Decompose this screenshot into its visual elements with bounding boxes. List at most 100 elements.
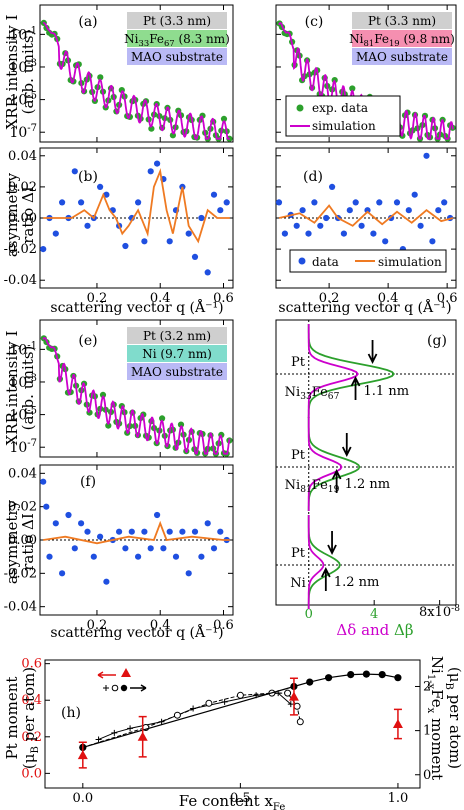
legend-plus-h	[103, 685, 109, 691]
label-layer-g-1-part-0: Ni	[285, 478, 301, 493]
data-point-f-16	[135, 553, 142, 560]
data-point-f-5	[65, 511, 72, 519]
yticklabel-e-3: 10-7	[9, 438, 37, 456]
data-point-b-16	[141, 238, 148, 245]
layer-label-a-1-part-4: (8.3 nm)	[175, 32, 230, 46]
data-point-d-15	[364, 207, 371, 214]
label-layer-g-1: Ni81Fe19	[285, 478, 340, 495]
yticklabel-a-3: 10-7	[9, 123, 37, 141]
yticklabel-b-0: 0.04	[8, 149, 37, 164]
xlabel-g-beta: Δβ	[394, 621, 414, 639]
layer-label-c-0: Pt (3.3 nm)	[368, 14, 436, 28]
filled-line-h	[82, 673, 399, 748]
data-point-f-29	[217, 528, 224, 535]
data-point-d-28	[441, 199, 448, 206]
data-point-f-13	[116, 528, 123, 535]
plus-marker-h-8	[287, 701, 294, 708]
xticklabel-b-0: 0.2	[87, 291, 108, 306]
ylabel-h-right-2b: B	[443, 682, 454, 689]
static-text: XRR intensity I (arb. units) asymmetry r…	[3, 15, 464, 810]
yticklabel-e-0: 10-1	[9, 340, 37, 358]
data-point-b-26	[204, 269, 211, 276]
legend-open-h	[111, 684, 119, 692]
legend-label-data: data	[312, 255, 339, 269]
data-point-b-29	[223, 199, 230, 206]
layer-label-c-1-part-4: (9.8 nm)	[400, 32, 455, 46]
ylabel-h-left-2a: (μ	[20, 753, 38, 769]
yticklabel-h-right-1: 1	[423, 724, 431, 739]
ylabel-h-right-1e: moment	[428, 713, 446, 780]
legend-box-c	[285, 95, 401, 137]
interface-width-g-1: 1.2 nm	[345, 477, 391, 492]
axes-frame-e	[39, 319, 234, 458]
yticklabel-f-3: -0.02	[4, 566, 37, 581]
panel-label-f: (f)	[80, 474, 96, 490]
layer-e-0	[127, 327, 227, 344]
yticklabel-b-4: -0.04	[4, 273, 37, 288]
label-layer-g-0-part-1: 33	[300, 392, 312, 402]
data-point-f-9	[90, 553, 97, 560]
data-point-d-17	[376, 199, 383, 206]
legend-marker-pt-h	[121, 668, 131, 677]
panel-label-b: (b)	[78, 169, 98, 185]
layer-label-c-1-part-2: Fe	[374, 32, 389, 46]
yticklabel-exp: -3	[27, 373, 37, 384]
layer-label-e-2: MAO substrate	[131, 365, 223, 379]
simulation-line-d	[278, 204, 454, 227]
data-point-b-15	[135, 199, 142, 206]
yticklabel-a-1: 10-3	[9, 58, 37, 76]
xlabel-g-delta: Δδ	[336, 621, 356, 639]
data-point-d-12	[346, 207, 353, 214]
legend-label-simulation-c: simulation	[312, 119, 376, 133]
label-layer-g-0-part-3: 67	[328, 392, 340, 402]
plus-marker-h-4	[190, 705, 197, 712]
beta-profile-g-2	[307, 515, 341, 609]
layer-a-1	[127, 30, 227, 47]
xticklabel-h-1: 0.5	[230, 791, 251, 806]
simulation-line-e	[42, 337, 231, 455]
xlabel-g-and: and	[356, 621, 394, 639]
data-point-b-3	[59, 199, 66, 206]
arrow-down-g-1	[341, 433, 352, 458]
yticklabel-exp: -7	[27, 123, 37, 134]
delta-profile-g-2	[307, 515, 325, 609]
yticklabel-b-2: 0.00	[8, 211, 37, 226]
data-point-b-5	[71, 168, 78, 175]
layer-label-c-1: Ni81Fe19 (9.8 nm)	[349, 32, 455, 48]
open-marker-h-7	[293, 702, 301, 710]
legend-label-exp-data: exp. data	[312, 101, 368, 115]
open-marker-h-4	[236, 691, 244, 699]
xticklabel-f-0: 0.2	[87, 618, 108, 633]
data-point-f-20	[160, 545, 167, 552]
layer-label-a-1: Ni33Fe67 (8.3 nm)	[124, 32, 230, 48]
interface-width-g-0: 1.1 nm	[364, 384, 410, 399]
xticklabel-g-0: 0	[305, 607, 313, 622]
xticklabel-d-2: 0.6	[437, 291, 458, 306]
layer-a-2	[127, 48, 227, 65]
panel-label-c: (c)	[305, 14, 324, 30]
xunit-g-exp: -8	[451, 604, 460, 614]
panel-a-group: 10-110-310-510-7Pt (3.3 nm)Ni33Fe67 (8.3…	[9, 4, 234, 143]
data-point-e-44	[159, 415, 166, 422]
data-point-d-7	[317, 222, 324, 229]
delta-profile-g-0	[307, 324, 359, 418]
delta-profile-g-1	[307, 417, 343, 511]
plus-marker-h-5	[221, 698, 228, 705]
yticklabel-exp: -1	[27, 25, 37, 36]
open-line-h	[82, 692, 301, 748]
xlabel-g: Δδ and Δβ	[336, 621, 413, 639]
simulation-line-b	[43, 167, 230, 244]
yticklabel-e-2: 10-5	[9, 406, 37, 424]
yticklabel-h-left-3: 0.6	[21, 657, 42, 672]
xlabel-h: Fe content xFe	[179, 792, 286, 810]
data-point-b-18	[154, 160, 161, 167]
yticklabel-base: 10	[9, 440, 27, 456]
xticklabel-h-2: 1.0	[388, 791, 409, 806]
label-layer-g-1-part-3: 19	[328, 485, 340, 495]
data-point-b-28	[217, 207, 224, 214]
data-point-d-5	[305, 230, 312, 237]
data-point-f-24	[185, 570, 192, 577]
yticklabel-exp: -5	[27, 91, 37, 102]
data-point-f-15	[128, 528, 135, 535]
xunit-g-main: 8x10	[419, 605, 451, 620]
